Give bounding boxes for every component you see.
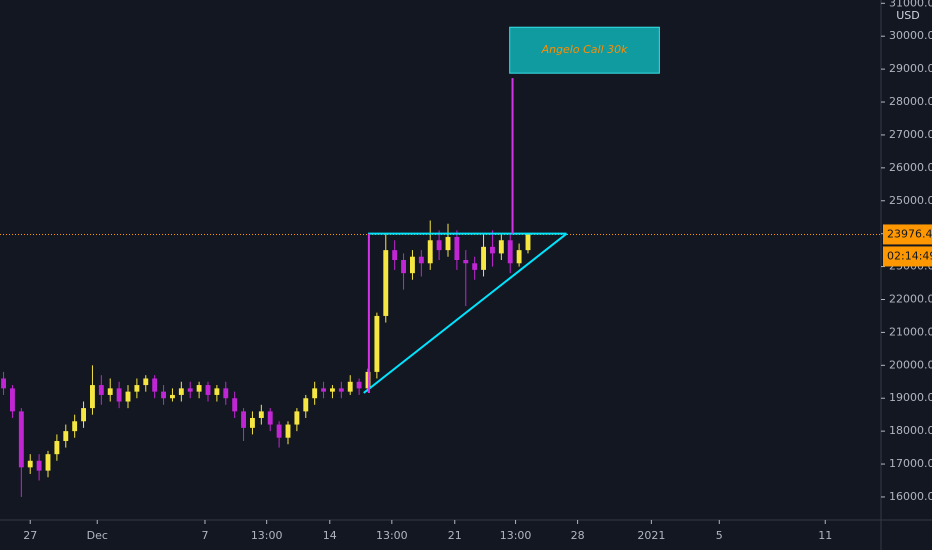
countdown-label: 02:14:49 (887, 249, 932, 262)
candle-body (507, 240, 513, 264)
candle-body (223, 388, 229, 399)
countdown-tag (883, 246, 932, 267)
callout-box (509, 26, 660, 74)
x-tick-label: 27 (23, 529, 37, 542)
candle-body (445, 236, 451, 251)
y-tick-label: 26000.0 (889, 161, 932, 174)
candle-body (72, 421, 78, 432)
candle-body (321, 388, 326, 392)
candle-body (143, 378, 149, 386)
y-tick-label: 17000.0 (889, 457, 932, 470)
candle-body (303, 398, 309, 412)
candle-body (427, 240, 433, 264)
last-price-tag (883, 224, 932, 245)
candle-body (107, 388, 113, 395)
candle-body (276, 424, 282, 438)
currency-label: USD (896, 9, 920, 22)
x-tick-label: 2021 (637, 529, 665, 542)
candle-body (125, 391, 131, 402)
candle-body (134, 385, 140, 392)
candle-body (161, 391, 166, 399)
candle-body (18, 411, 24, 468)
y-tick-label: 20000.0 (889, 358, 932, 371)
y-tick-label: 29000.0 (889, 62, 932, 75)
y-tick-label: 31000.0 (889, 0, 932, 9)
candle-body (436, 240, 442, 251)
trendline (363, 232, 568, 394)
candle-body (374, 315, 380, 372)
candle-body (356, 381, 362, 389)
candle-body (285, 424, 291, 438)
candle-body (178, 388, 184, 395)
candle-body (152, 378, 158, 392)
candle-body (472, 263, 478, 270)
candle-body (98, 385, 104, 395)
candle-body (116, 388, 122, 402)
x-tick-label: 13:00 (500, 529, 532, 542)
candle-body (481, 246, 486, 270)
y-tick-label: 30000.0 (889, 29, 932, 42)
candle-body (454, 236, 460, 260)
candle-body (241, 411, 246, 428)
candle-body (45, 454, 51, 471)
y-tick-label: 28000.0 (889, 95, 932, 108)
candle-body (267, 411, 273, 425)
callout-text: Angelo Call 30k (541, 43, 629, 56)
candle-body (54, 441, 60, 455)
y-tick-label: 22000.0 (889, 292, 932, 305)
candle-body (294, 411, 300, 425)
candle-body (401, 260, 406, 274)
candle-body (330, 388, 335, 392)
y-tick-label: 21000.0 (889, 325, 932, 338)
candle-body (187, 388, 193, 392)
x-tick-label: 13:00 (376, 529, 408, 542)
candle-body (418, 256, 424, 264)
candle-body (170, 394, 175, 399)
candle-body (312, 388, 318, 399)
candle-body (36, 460, 42, 471)
x-tick-label: 7 (201, 529, 208, 542)
candle-body (1, 378, 6, 389)
candle-body (250, 417, 255, 428)
candle-body (205, 385, 211, 395)
y-tick-label: 16000.0 (889, 490, 932, 503)
candle-body (90, 385, 95, 409)
y-tick-label: 25000.0 (889, 194, 932, 207)
candle-body (214, 388, 220, 395)
candle-body (392, 250, 398, 260)
candle-body (410, 256, 415, 274)
x-tick-label: 11 (818, 529, 832, 542)
candle-body (338, 388, 344, 392)
candle-body (516, 250, 522, 264)
last-price-label: 23976.4 (887, 227, 932, 240)
candle-body (63, 431, 69, 442)
x-tick-label: 5 (716, 529, 723, 542)
x-tick-label: 21 (448, 529, 462, 542)
candle-body (498, 240, 504, 254)
candle-body (81, 408, 86, 422)
candle-body (196, 385, 202, 392)
candle-body (383, 250, 389, 316)
candle-body (10, 388, 15, 412)
candle-body (463, 260, 469, 264)
x-tick-label: 28 (571, 529, 585, 542)
candle-body (232, 398, 238, 412)
y-tick-label: 27000.0 (889, 128, 932, 141)
candle-body (258, 411, 264, 418)
y-tick-label: 19000.0 (889, 391, 932, 404)
candle-body (27, 460, 33, 468)
x-tick-label: Dec (87, 529, 108, 542)
x-tick-label: 14 (323, 529, 337, 542)
x-tick-label: 13:00 (251, 529, 283, 542)
candle-body (490, 246, 495, 254)
candle-body (525, 234, 531, 251)
y-tick-label: 18000.0 (889, 424, 932, 437)
candle-body (347, 381, 353, 392)
